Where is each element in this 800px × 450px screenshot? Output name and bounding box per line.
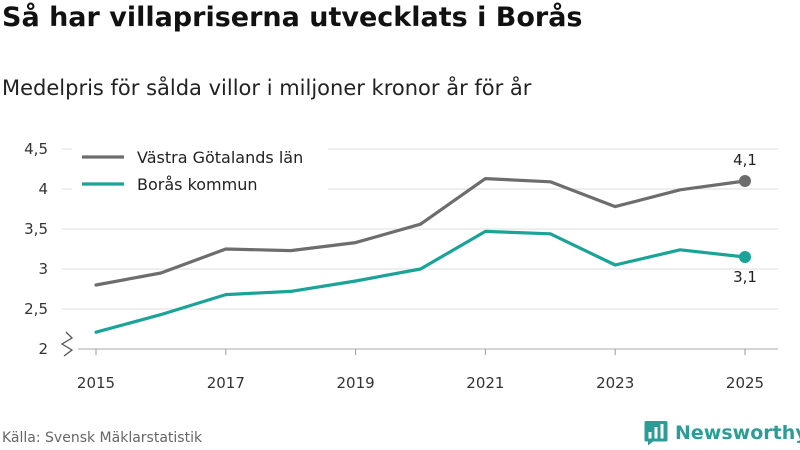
axis-break-icon — [60, 331, 74, 357]
y-tick-label: 3,5 — [24, 220, 48, 238]
end-marker — [739, 251, 751, 263]
newsworthy-logo: Newsworthy — [644, 420, 800, 446]
bar-chart-icon — [644, 421, 668, 446]
x-tick-label: 2025 — [726, 374, 764, 392]
series-lines — [94, 175, 751, 334]
end-data-label: 3,1 — [733, 268, 757, 286]
source-note: Källa: Svensk Mäklarstatistik — [2, 430, 203, 446]
series-line — [94, 177, 747, 287]
end-marker — [739, 175, 751, 187]
x-axis — [60, 331, 778, 357]
series-line — [94, 229, 747, 334]
brand-name: Newsworthy — [675, 422, 800, 444]
legend: Västra Götalands län Borås kommun — [72, 140, 328, 194]
chart-subtitle: Medelpris för sålda villor i miljoner kr… — [2, 76, 532, 100]
chart-title: Så har villapriserna utvecklats i Borås — [2, 2, 583, 33]
end-labels: 4,1 3,1 — [733, 151, 757, 286]
y-tick-label: 2,5 — [24, 300, 48, 318]
x-tick-label: 2019 — [337, 374, 375, 392]
x-tick-label: 2021 — [466, 374, 504, 392]
y-tick-label: 2 — [38, 340, 48, 358]
x-tick-label: 2015 — [77, 374, 115, 392]
x-tick-label: 2023 — [596, 374, 634, 392]
legend-label: Västra Götalands län — [137, 148, 303, 167]
y-tick-label: 3 — [38, 260, 48, 278]
end-data-label: 4,1 — [733, 151, 757, 169]
x-axis-ticks: 2015 2017 2019 2021 2023 2025 — [77, 349, 764, 392]
y-tick-label: 4 — [38, 180, 48, 198]
x-tick-label: 2017 — [207, 374, 245, 392]
y-tick-label: 4,5 — [24, 140, 48, 158]
y-axis-ticks: 2 2,5 3 3,5 4 4,5 — [24, 140, 48, 358]
legend-label: Borås kommun — [137, 175, 258, 194]
